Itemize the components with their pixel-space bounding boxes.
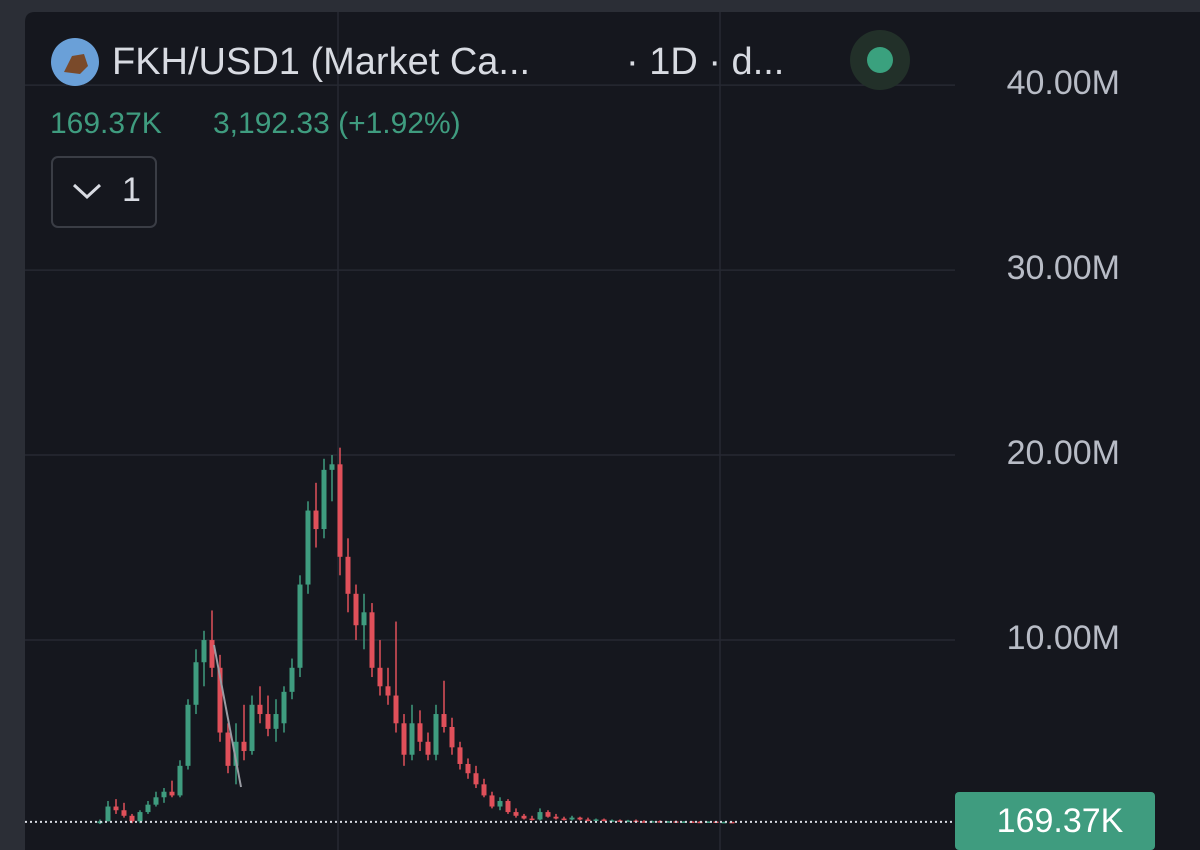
candle-body xyxy=(561,818,567,821)
candle-body xyxy=(577,817,583,820)
chart-panel xyxy=(25,12,1200,850)
grid xyxy=(25,84,955,641)
chevron-icon xyxy=(72,183,102,200)
candle-body xyxy=(257,704,263,715)
candle-body xyxy=(105,806,111,822)
y-tick-label: 20.00M xyxy=(1007,434,1120,472)
candle-body xyxy=(665,821,671,823)
token-icon-figure xyxy=(64,54,88,74)
price-axis: 10.00M 20.00M 30.00M 40.00M 169.37K xyxy=(955,64,1155,850)
candle-body xyxy=(329,464,335,470)
candle-body xyxy=(201,640,207,663)
candle-body xyxy=(337,464,343,557)
candle-body xyxy=(185,704,191,766)
candle-body xyxy=(305,510,311,585)
symbol: FKH/USD1 (Market Ca... xyxy=(112,41,530,83)
candle-body xyxy=(441,714,447,727)
candle-body xyxy=(369,612,375,668)
candle-body xyxy=(113,806,119,811)
candle-body xyxy=(161,791,167,798)
candle-body xyxy=(449,726,455,748)
volume: 169.37K xyxy=(50,107,162,140)
candle-body xyxy=(385,686,391,696)
y-tick-label: 30.00M xyxy=(1007,249,1120,287)
candle-body xyxy=(433,714,439,755)
candle-body xyxy=(417,723,423,742)
candle-body xyxy=(425,741,431,755)
candle-body xyxy=(457,747,463,764)
indicator-toggle[interactable] xyxy=(51,156,157,228)
candle-body xyxy=(361,612,367,626)
candle-body xyxy=(537,812,543,820)
interval: · 1D · d... xyxy=(626,41,784,83)
candle-body xyxy=(553,816,559,819)
candle-body xyxy=(353,593,359,626)
candle-body xyxy=(225,732,231,766)
candle-body xyxy=(641,821,647,823)
candle-body xyxy=(401,723,407,755)
candle-body xyxy=(241,741,247,752)
y-tick-label: 10.00M xyxy=(1007,619,1120,657)
candle-body xyxy=(321,469,327,530)
candle-body xyxy=(265,714,271,729)
candle-body xyxy=(193,662,199,705)
price-change: 3,192.33 (+1.92%) xyxy=(213,107,461,140)
candle-body xyxy=(281,691,287,724)
candle-body xyxy=(249,704,255,752)
candle-body xyxy=(393,695,399,724)
candle-body xyxy=(529,818,535,821)
candle-body xyxy=(345,556,351,594)
last-price-badge xyxy=(955,792,1155,850)
candle-body xyxy=(569,817,575,820)
status-dot xyxy=(867,47,893,73)
candle-body xyxy=(705,821,711,824)
candle-body xyxy=(681,821,687,824)
candle-body xyxy=(217,667,223,733)
candle-body xyxy=(153,797,159,805)
candle-body xyxy=(289,667,295,692)
last-price-label: 169.37K xyxy=(997,802,1124,840)
candle-body xyxy=(121,810,127,816)
candle-body xyxy=(721,821,727,824)
candle-body xyxy=(521,815,527,819)
candle-body xyxy=(513,812,519,816)
candle-body xyxy=(209,640,215,668)
candle-body xyxy=(233,741,239,766)
candle-body xyxy=(409,723,415,755)
candle-body xyxy=(601,819,607,821)
candle-body xyxy=(137,812,143,822)
candle-body xyxy=(169,791,175,796)
candle-body xyxy=(465,763,471,774)
candles xyxy=(25,447,955,825)
indicator-count: 1 xyxy=(122,171,141,209)
candle-body xyxy=(377,667,383,687)
candle-body xyxy=(145,804,151,813)
candle-body xyxy=(129,815,135,822)
candle-body xyxy=(593,819,599,821)
candle-body xyxy=(625,820,631,823)
candle-body xyxy=(313,510,319,530)
candle-body xyxy=(297,584,303,668)
candle-body xyxy=(585,819,591,821)
candle-body xyxy=(497,800,503,807)
candle-body xyxy=(473,773,479,785)
candle-body xyxy=(177,765,183,796)
candle-body xyxy=(273,714,279,729)
candle-body xyxy=(481,784,487,796)
candle-body xyxy=(545,812,551,817)
y-tick-label: 40.00M xyxy=(1007,64,1120,102)
trend-drawing xyxy=(213,644,242,788)
candle-body xyxy=(505,800,511,813)
candle-body xyxy=(489,795,495,807)
